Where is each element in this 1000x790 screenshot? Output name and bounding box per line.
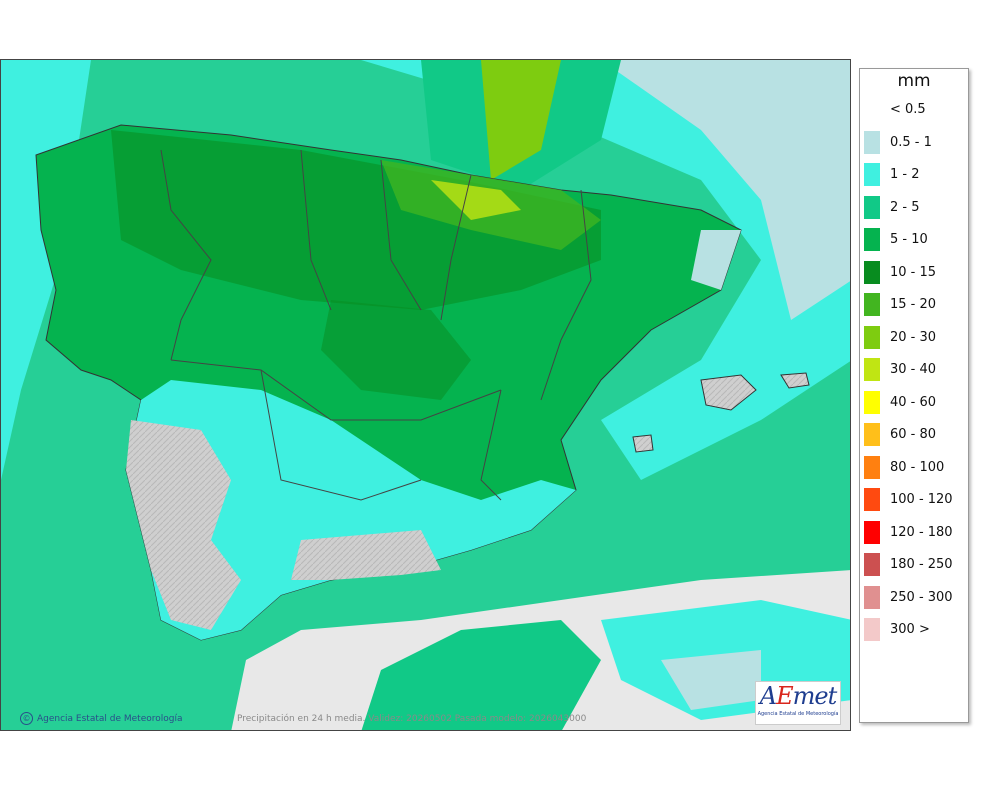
ibiza-island <box>632 434 654 453</box>
legend-item: 80 - 100 <box>860 455 968 482</box>
legend-label: 80 - 100 <box>890 459 945 475</box>
legend-label: 300 > <box>890 622 930 637</box>
africa-drizzle <box>661 650 761 710</box>
legend-item: 40 - 60 <box>860 390 968 417</box>
legend-swatch <box>864 423 880 446</box>
legend-swatch <box>864 163 880 186</box>
credit-text: Agencia Estatal de Meteorología <box>37 714 183 724</box>
agency-credit: © Agencia Estatal de Meteorología <box>20 712 183 725</box>
legend-item: 1 - 2 <box>860 163 968 189</box>
legend-label: 60 - 80 <box>890 427 937 442</box>
legend-label: 250 - 300 <box>890 589 953 605</box>
legend-label: 30 - 40 <box>890 362 937 377</box>
central-moderate-rain <box>321 300 471 400</box>
legend-swatch <box>864 553 880 576</box>
legend-swatch <box>864 358 880 381</box>
sea-light-rain-east <box>361 60 850 480</box>
legend-label: 5 - 10 <box>890 232 928 247</box>
legend-label: 1 - 2 <box>890 167 920 182</box>
sea-heavy-north <box>481 60 561 180</box>
legend-label: 180 - 250 <box>890 557 953 572</box>
precipitation-legend: mm < 0.5 0.5 - 1 1 - 2 2 - 5 5 - 10 10 - 15 15… <box>859 68 969 723</box>
aemet-logo-mark: AEmet <box>759 682 837 710</box>
legend-label: 15 - 20 <box>890 297 937 312</box>
legend-item: 10 - 15 <box>860 260 968 287</box>
south-light-rain <box>126 380 576 640</box>
legend-item: 60 - 80 <box>860 423 968 449</box>
legend-item: 120 - 180 <box>860 520 968 547</box>
southwest-dry-area <box>126 420 241 630</box>
legend-item: 30 - 40 <box>860 358 968 384</box>
aemet-logo-subtitle: Agencia Estatal de Meteorología <box>757 711 839 717</box>
legend-swatch <box>864 130 880 154</box>
africa-rain-area <box>361 620 601 730</box>
basque-peak-rain <box>431 180 521 220</box>
legend-item: 0.5 - 1 <box>860 130 968 157</box>
map-caption: Precipitación en 24 h media. Validez: 20… <box>237 714 587 724</box>
legend-label: 100 - 120 <box>890 492 953 507</box>
north-moderate-rain <box>111 130 601 310</box>
legend-swatch <box>864 618 880 641</box>
legend-label: 120 - 180 <box>890 524 953 540</box>
legend-item: < 0.5 <box>860 98 968 124</box>
legend-label: 20 - 30 <box>890 329 937 345</box>
legend-swatch <box>864 260 880 284</box>
legend-label: 2 - 5 <box>890 199 920 215</box>
legend-unit: mm <box>897 71 931 91</box>
mallorca-island <box>700 374 757 411</box>
precipitation-map[interactable] <box>0 59 851 731</box>
map-canvas <box>1 60 850 730</box>
copyright-icon: © <box>20 712 33 725</box>
legend-swatch <box>864 455 880 479</box>
legend-swatch <box>864 488 880 511</box>
legend-swatch <box>864 390 880 414</box>
legend-swatch <box>864 325 880 349</box>
legend-item: 250 - 300 <box>860 585 968 612</box>
legend-swatch <box>864 195 880 219</box>
legend-swatch <box>864 293 880 316</box>
menorca-island <box>780 372 810 389</box>
legend-label: 40 - 60 <box>890 394 937 410</box>
legend-label: < 0.5 <box>890 102 926 117</box>
legend-swatch <box>864 228 880 251</box>
legend-item: 5 - 10 <box>860 228 968 254</box>
legend-item: 180 - 250 <box>860 553 968 579</box>
aemet-logo: AEmet Agencia Estatal de Meteorología <box>755 681 841 725</box>
legend-swatch <box>864 585 880 609</box>
legend-label: 10 - 15 <box>890 264 937 280</box>
legend-label: 0.5 - 1 <box>890 134 932 150</box>
legend-item: 100 - 120 <box>860 488 968 514</box>
northeast-drizzle <box>691 230 741 290</box>
legend-item: 2 - 5 <box>860 195 968 222</box>
legend-swatch <box>864 520 880 544</box>
region-borders <box>160 149 592 501</box>
southeast-dry-area <box>291 530 441 580</box>
legend-item: 20 - 30 <box>860 325 968 352</box>
legend-item: 15 - 20 <box>860 293 968 319</box>
sea-drizzle-northeast <box>601 60 850 320</box>
legend-item: 300 > <box>860 618 968 644</box>
